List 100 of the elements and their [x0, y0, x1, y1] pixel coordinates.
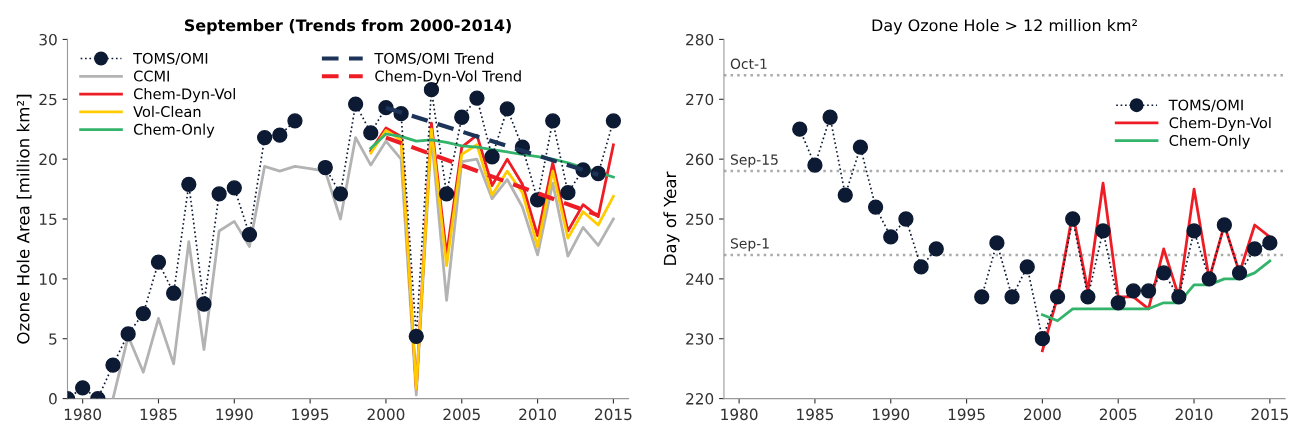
- point: [332, 186, 349, 202]
- point: [560, 185, 576, 201]
- point: [196, 296, 212, 312]
- y-axis-title: Day of Year: [663, 171, 680, 265]
- x-tick-label: 1980: [64, 408, 102, 421]
- point: [1262, 235, 1278, 251]
- point: [1019, 259, 1035, 275]
- x-tick-label: 2005: [443, 408, 480, 421]
- y-axis-title: Ozone Hole Area [million km²]: [16, 94, 32, 344]
- point: [120, 326, 136, 342]
- y-tick-label: 230: [686, 333, 714, 345]
- x-tick-label: 1985: [140, 408, 177, 421]
- point: [499, 101, 515, 117]
- legend-label: Chem-Dyn-Vol: [1169, 117, 1271, 132]
- y-tick-label: 5: [49, 333, 57, 345]
- legend-label: Chem-Only: [133, 123, 215, 138]
- y-tick-label: 250: [686, 213, 714, 226]
- point: [1049, 289, 1066, 305]
- point: [438, 186, 455, 202]
- point: [867, 199, 884, 215]
- point: [1156, 265, 1172, 281]
- x-tick-label: 2010: [1175, 408, 1213, 421]
- point: [1171, 289, 1187, 305]
- point: [807, 157, 823, 173]
- point: [226, 180, 242, 196]
- y-tick-label: 0: [49, 393, 57, 405]
- point: [241, 226, 258, 243]
- point: [408, 328, 424, 344]
- point: [898, 211, 914, 227]
- point: [1140, 283, 1157, 299]
- point: [484, 149, 500, 165]
- y-tick-label: 260: [686, 153, 714, 166]
- point: [989, 235, 1005, 251]
- point: [545, 113, 561, 129]
- point: [363, 125, 379, 141]
- x-tick-label: 2015: [1251, 408, 1288, 421]
- y-tick-label: 280: [686, 33, 714, 46]
- y-tick-label: 20: [39, 153, 57, 166]
- point: [1247, 241, 1263, 257]
- point: [1201, 271, 1217, 287]
- point: [347, 96, 364, 112]
- point: [1034, 331, 1051, 347]
- chart-title: September (Trends from 2000-2014): [184, 18, 511, 35]
- x-tick-label: 2000: [1024, 408, 1061, 421]
- point: [883, 229, 899, 245]
- point: [272, 127, 288, 143]
- legend-label: TOMS/OMI: [1168, 99, 1243, 112]
- point: [75, 380, 91, 396]
- point: [211, 186, 227, 202]
- point: [974, 289, 990, 305]
- point: [454, 109, 470, 125]
- x-tick-label: 1980: [721, 408, 758, 421]
- point: [181, 176, 197, 192]
- point: [1080, 289, 1096, 305]
- x-tick-label: 1995: [292, 408, 329, 421]
- x-tick-label: 2010: [519, 408, 557, 421]
- point: [1216, 217, 1233, 233]
- x-tick-label: 2015: [595, 408, 632, 421]
- y-tick-label: 30: [39, 33, 57, 46]
- point: [1125, 283, 1142, 299]
- legend-label: Vol-Clean: [133, 105, 201, 118]
- point: [1004, 289, 1020, 305]
- legend-label: TOMS/OMI Trend: [374, 52, 494, 65]
- point: [605, 113, 622, 129]
- line-series: [1041, 259, 1272, 323]
- y-tick-label: 10: [40, 273, 57, 285]
- point: [1186, 223, 1202, 239]
- point: [1095, 223, 1111, 239]
- y-tick-label: 240: [686, 273, 714, 285]
- point: [1110, 295, 1126, 311]
- y-tick-label: 270: [686, 93, 714, 106]
- point: [150, 254, 167, 270]
- ref-line-label: Oct-1: [730, 58, 767, 70]
- point: [469, 90, 485, 106]
- legend-label: TOMS/OMI: [133, 52, 208, 65]
- point: [166, 285, 182, 301]
- x-tick-label: 1990: [872, 408, 910, 421]
- point: [1231, 265, 1248, 281]
- point: [287, 113, 303, 129]
- chart-title: Day Ozone Hole > 12 million km²: [872, 18, 1137, 35]
- point: [837, 187, 853, 203]
- ref-line-label: Sep-1: [730, 238, 769, 252]
- y-tick-label: 15: [40, 213, 57, 226]
- point: [928, 241, 944, 257]
- legend-label: CCMI: [133, 70, 169, 82]
- legend-label: Chem-Dyn-Vol: [133, 88, 235, 103]
- legend-label: Chem-Dyn-Vol Trend: [375, 70, 521, 85]
- point: [792, 121, 808, 137]
- point: [105, 357, 121, 373]
- point: [135, 305, 151, 322]
- x-tick-label: 1995: [948, 408, 985, 421]
- x-tick-label: 1990: [216, 408, 253, 421]
- y-tick-label: 220: [686, 393, 714, 405]
- legend-label: Chem-Only: [1169, 134, 1250, 149]
- y-tick-label: 25: [39, 93, 57, 106]
- point: [317, 159, 333, 176]
- point: [1065, 211, 1081, 227]
- x-tick-label: 2000: [367, 408, 405, 421]
- point: [852, 139, 869, 155]
- ref-line-label: Sep-15: [730, 154, 778, 168]
